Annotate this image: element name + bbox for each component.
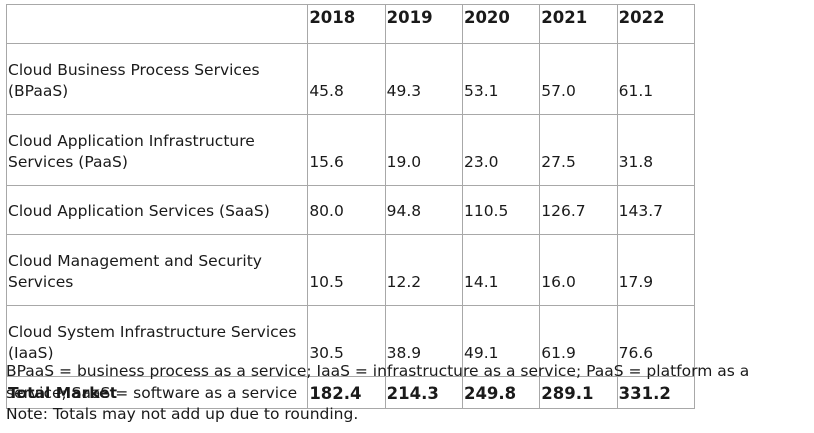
header-cell-year: 2019 bbox=[384, 4, 463, 44]
value-cell: 30.5 bbox=[307, 305, 386, 377]
value-cell: 80.0 bbox=[307, 185, 386, 235]
total-value-cell: 182.4 bbox=[307, 376, 386, 409]
value-cell: 126.7 bbox=[539, 185, 618, 235]
value-cell: 110.5 bbox=[461, 185, 541, 235]
value-cell: 12.2 bbox=[384, 234, 463, 306]
table-row: Cloud Application Infrastructure Service… bbox=[5, 114, 696, 186]
total-value-cell: 214.3 bbox=[384, 376, 463, 409]
row-label: Cloud Management and Security Services bbox=[5, 234, 309, 306]
value-cell: 49.3 bbox=[384, 43, 463, 115]
value-cell: 14.1 bbox=[461, 234, 541, 306]
value-cell: 61.1 bbox=[616, 43, 696, 115]
value-cell: 45.8 bbox=[307, 43, 386, 115]
value-cell: 38.9 bbox=[384, 305, 463, 377]
header-cell-year: 2020 bbox=[461, 4, 541, 44]
cloud-market-table: 2018 2019 2020 2021 2022 Cloud Business … bbox=[5, 4, 696, 409]
header-cell-year: 2022 bbox=[616, 4, 696, 44]
table-row: Cloud Management and Security Services 1… bbox=[5, 234, 696, 306]
value-cell: 94.8 bbox=[384, 185, 463, 235]
row-label: Cloud Application Services (SaaS) bbox=[5, 185, 309, 235]
value-cell: 27.5 bbox=[539, 114, 618, 186]
header-cell-empty bbox=[5, 4, 309, 44]
value-cell: 49.1 bbox=[461, 305, 541, 377]
table-row: Cloud Business Process Services (BPaaS) … bbox=[5, 43, 696, 115]
value-cell: 31.8 bbox=[616, 114, 696, 186]
value-cell: 53.1 bbox=[461, 43, 541, 115]
value-cell: 10.5 bbox=[307, 234, 386, 306]
table-row: Cloud Application Services (SaaS) 80.0 9… bbox=[5, 185, 696, 235]
value-cell: 23.0 bbox=[461, 114, 541, 186]
total-value-cell: 331.2 bbox=[616, 376, 696, 409]
row-label: Cloud Application Infrastructure Service… bbox=[5, 114, 309, 186]
header-row: 2018 2019 2020 2021 2022 bbox=[5, 4, 696, 44]
value-cell: 17.9 bbox=[616, 234, 696, 306]
total-value-cell: 249.8 bbox=[461, 376, 541, 409]
total-row: Total Market 182.4 214.3 249.8 289.1 331… bbox=[5, 376, 696, 409]
row-label: Cloud System Infrastructure Services (Ia… bbox=[5, 305, 309, 377]
value-cell: 16.0 bbox=[539, 234, 618, 306]
row-label: Cloud Business Process Services (BPaaS) bbox=[5, 43, 309, 115]
total-label: Total Market bbox=[5, 376, 309, 409]
total-value-cell: 289.1 bbox=[539, 376, 618, 409]
header-cell-year: 2018 bbox=[307, 4, 386, 44]
table-row: Cloud System Infrastructure Services (Ia… bbox=[5, 305, 696, 377]
value-cell: 57.0 bbox=[539, 43, 618, 115]
value-cell: 19.0 bbox=[384, 114, 463, 186]
table-notes: BPaaS = business process as a service; I… bbox=[6, 361, 806, 426]
value-cell: 15.6 bbox=[307, 114, 386, 186]
rounding-note: Note: Totals may not add up due to round… bbox=[6, 405, 359, 423]
header-cell-year: 2021 bbox=[539, 4, 618, 44]
value-cell: 143.7 bbox=[616, 185, 696, 235]
abbreviations-note: BPaaS = business process as a service; I… bbox=[6, 362, 750, 402]
